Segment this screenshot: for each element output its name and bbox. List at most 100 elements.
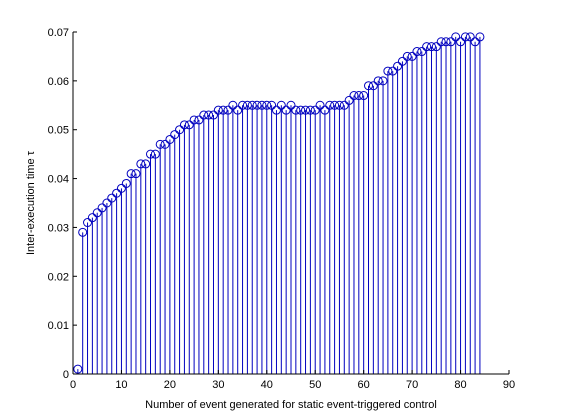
stem-marker	[126, 169, 136, 179]
stem-marker	[383, 66, 393, 76]
stem-marker	[218, 105, 228, 115]
stem-marker	[402, 51, 412, 61]
stem-marker	[165, 134, 175, 144]
stem-marker	[359, 91, 369, 101]
stem-marker	[417, 47, 427, 57]
stem-marker	[242, 100, 252, 110]
stem-marker	[136, 159, 146, 169]
x-ticks-group: 0 10 20 30 40 50 60 70 80 90	[70, 370, 515, 391]
x-tick-label: 30	[212, 379, 224, 391]
x-tick-label: 0	[70, 379, 76, 391]
y-tick-label: 0.02	[48, 271, 69, 283]
stem-marker	[446, 37, 456, 47]
stem-marker	[281, 105, 291, 115]
stem-marker	[470, 37, 480, 47]
stem-marker	[189, 115, 199, 125]
stem-marker	[131, 169, 141, 179]
x-axis-label: Number of event generated for static eve…	[145, 399, 437, 411]
stem-marker	[116, 183, 126, 193]
stem-marker	[388, 66, 398, 76]
x-tick-label: 20	[164, 379, 176, 391]
stem-marker	[228, 100, 238, 110]
x-tick-label: 60	[358, 379, 370, 391]
stem-marker	[238, 100, 248, 110]
stem-marker	[301, 105, 311, 115]
stem-marker	[92, 208, 102, 218]
stem-marker	[291, 105, 301, 115]
stem-marker	[107, 193, 117, 203]
stem-marker	[315, 100, 325, 110]
stem-marker	[170, 130, 180, 140]
stem-marker	[407, 51, 417, 61]
stem-marker	[320, 105, 330, 115]
stem-marker	[102, 198, 112, 208]
stem-marker	[175, 125, 185, 135]
y-tick-label: 0.06	[48, 76, 69, 88]
stem-marker	[112, 188, 122, 198]
stem-marker	[339, 100, 349, 110]
y-tick-label: 0.05	[48, 125, 69, 137]
stem-marker	[325, 100, 335, 110]
stem-marker	[179, 120, 189, 130]
stem-marker	[247, 100, 257, 110]
stem-marker	[378, 76, 388, 86]
stem-marker	[257, 100, 267, 110]
stem-marker	[460, 32, 470, 42]
y-axis-label: Inter-execution time τ	[25, 150, 37, 255]
stem-marker	[276, 100, 286, 110]
stem-marker	[431, 42, 441, 52]
y-tick-label: 0.03	[48, 222, 69, 234]
stem-marker	[422, 42, 432, 52]
stem-marker	[97, 203, 107, 213]
stem-marker	[267, 100, 277, 110]
stem-marker	[465, 32, 475, 42]
markers-group	[73, 32, 485, 374]
stem-marker	[330, 100, 340, 110]
stem-marker	[373, 76, 383, 86]
stem-marker	[208, 110, 218, 120]
stem-marker	[364, 81, 374, 91]
stem-marker	[426, 42, 436, 52]
stem-marker	[436, 37, 446, 47]
stem-marker	[73, 364, 83, 374]
x-tick-label: 70	[406, 379, 418, 391]
stem-marker	[286, 100, 296, 110]
stem-marker	[252, 100, 262, 110]
stem-marker	[349, 91, 359, 101]
stem-marker	[262, 100, 272, 110]
stems-group	[77, 36, 481, 374]
stem-marker	[305, 105, 315, 115]
stem-marker	[150, 149, 160, 159]
stem-marker	[475, 32, 485, 42]
stem-marker	[78, 227, 88, 237]
stem-marker	[451, 32, 461, 42]
y-tick-label: 0.01	[48, 320, 69, 332]
x-tick-label: 40	[261, 379, 273, 391]
axes-group	[72, 32, 509, 375]
stem-marker	[233, 105, 243, 115]
stem-marker	[296, 105, 306, 115]
y-tick-label: 0.07	[48, 27, 69, 39]
stem-marker	[83, 218, 93, 228]
stem-marker	[87, 213, 97, 223]
stem-marker	[141, 159, 151, 169]
stem-marker	[121, 178, 131, 188]
stem-marker	[354, 91, 364, 101]
stem-marker	[194, 115, 204, 125]
stem-marker	[160, 139, 170, 149]
stem-marker	[155, 139, 165, 149]
x-tick-label: 80	[454, 379, 466, 391]
stem-marker	[199, 110, 209, 120]
stem-marker	[368, 81, 378, 91]
stem-marker	[146, 149, 156, 159]
stem-marker	[393, 61, 403, 71]
stem-marker	[271, 105, 281, 115]
stem-marker	[456, 37, 466, 47]
stem-marker	[223, 105, 233, 115]
x-tick-label: 50	[309, 379, 321, 391]
y-ticks-group: 0 0.01 0.02 0.03 0.04 0.05 0.06 0.07	[48, 27, 77, 381]
stem-marker	[334, 100, 344, 110]
stem-marker	[184, 120, 194, 130]
stem-marker	[204, 110, 214, 120]
